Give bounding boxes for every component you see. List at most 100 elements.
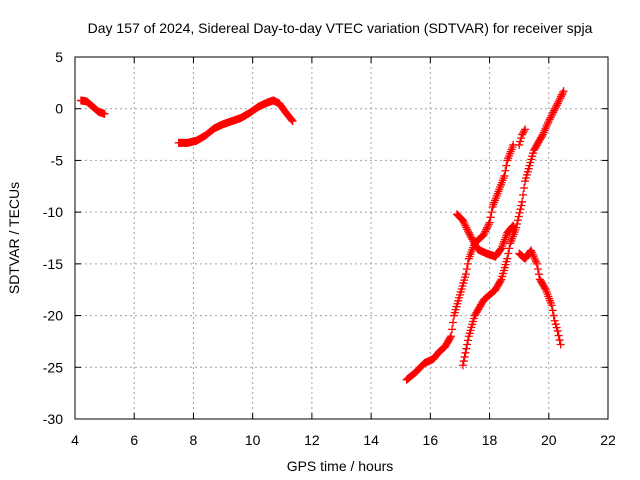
- data-point: [461, 221, 470, 230]
- data-point: [513, 219, 522, 228]
- data-point: [537, 132, 546, 141]
- data-point: [547, 301, 556, 310]
- data-point: [460, 219, 469, 228]
- data-point: [100, 109, 109, 118]
- data-point: [552, 323, 561, 332]
- y-tick-label: -30: [43, 411, 63, 427]
- x-tick-label: 16: [423, 432, 439, 448]
- data-point: [544, 117, 553, 126]
- data-point: [534, 270, 543, 279]
- data-point: [540, 126, 549, 135]
- data-point: [483, 222, 492, 231]
- series-6: [515, 246, 565, 349]
- data-point: [518, 130, 527, 139]
- data-point: [554, 331, 563, 340]
- data-point: [458, 361, 467, 370]
- data-point: [487, 208, 496, 217]
- x-tick-label: 6: [130, 432, 138, 448]
- data-point: [520, 127, 529, 136]
- data-point: [500, 171, 509, 180]
- x-axis-label: GPS time / hours: [287, 458, 394, 474]
- data-point: [287, 115, 296, 124]
- data-point: [547, 111, 556, 120]
- data-point: [517, 201, 526, 210]
- data-point: [480, 229, 489, 238]
- data-point: [513, 216, 522, 225]
- data-point: [462, 344, 471, 353]
- data-point: [447, 332, 456, 341]
- data-point: [550, 106, 559, 115]
- y-tick-label: -25: [43, 359, 63, 375]
- data-point: [484, 220, 493, 229]
- data-point: [539, 128, 548, 137]
- data-point: [557, 90, 566, 99]
- data-point: [531, 256, 540, 265]
- data-point: [538, 130, 547, 139]
- data-point: [516, 205, 525, 214]
- data-point: [559, 87, 568, 96]
- data-point: [527, 248, 536, 257]
- data-point: [552, 101, 561, 110]
- y-tick-label: -20: [43, 308, 63, 324]
- series-1: [174, 96, 297, 147]
- data-point: [514, 212, 523, 221]
- x-tick-label: 12: [304, 432, 320, 448]
- data-point: [459, 218, 468, 227]
- data-point: [479, 230, 488, 239]
- data-point: [530, 254, 539, 263]
- data-point: [520, 184, 529, 193]
- data-point: [546, 113, 555, 122]
- y-tick-label: -5: [51, 152, 64, 168]
- x-tick-label: 20: [541, 432, 557, 448]
- grid-layer: [75, 57, 608, 419]
- data-point: [505, 244, 514, 253]
- x-tick-label: 4: [71, 432, 79, 448]
- data-point: [527, 246, 536, 255]
- data-point: [548, 110, 557, 119]
- data-point: [533, 265, 542, 274]
- data-point: [558, 88, 567, 97]
- data-point: [485, 218, 494, 227]
- data-point: [549, 108, 558, 117]
- chart-title: Day 157 of 2024, Sidereal Day-to-day VTE…: [88, 20, 593, 36]
- data-point: [461, 348, 470, 357]
- data-point: [459, 357, 468, 366]
- data-point: [516, 137, 525, 146]
- data-point: [549, 311, 558, 320]
- data-point: [543, 120, 552, 129]
- data-point: [481, 227, 490, 236]
- data-point: [515, 208, 524, 217]
- data-point: [503, 254, 512, 263]
- y-axis-label: SDTVAR / TECUs: [6, 182, 22, 294]
- data-point: [463, 227, 472, 236]
- series-4: [458, 87, 568, 370]
- x-tick-label: 10: [245, 432, 261, 448]
- data-point: [557, 92, 566, 101]
- data-point: [288, 117, 297, 126]
- data-point: [555, 95, 564, 104]
- data-point: [463, 225, 472, 234]
- data-point: [540, 284, 549, 293]
- series-0: [76, 96, 109, 118]
- data-point: [532, 257, 541, 266]
- y-tick-label: 0: [55, 101, 63, 117]
- data-point: [556, 340, 565, 349]
- data-point: [553, 327, 562, 336]
- data-point: [463, 340, 472, 349]
- data-point: [502, 161, 511, 170]
- data-point: [463, 336, 472, 345]
- data-point: [512, 223, 521, 232]
- x-tick-label: 18: [482, 432, 498, 448]
- data-point: [463, 259, 472, 268]
- x-tick-label: 22: [600, 432, 616, 448]
- points-layer: [76, 87, 568, 384]
- data-point: [532, 259, 541, 268]
- data-point: [515, 140, 524, 149]
- data-point: [460, 352, 469, 361]
- y-tick-label: -15: [43, 256, 63, 272]
- data-point: [519, 128, 528, 137]
- data-point: [555, 336, 564, 345]
- data-point: [543, 119, 552, 128]
- data-point: [483, 223, 492, 232]
